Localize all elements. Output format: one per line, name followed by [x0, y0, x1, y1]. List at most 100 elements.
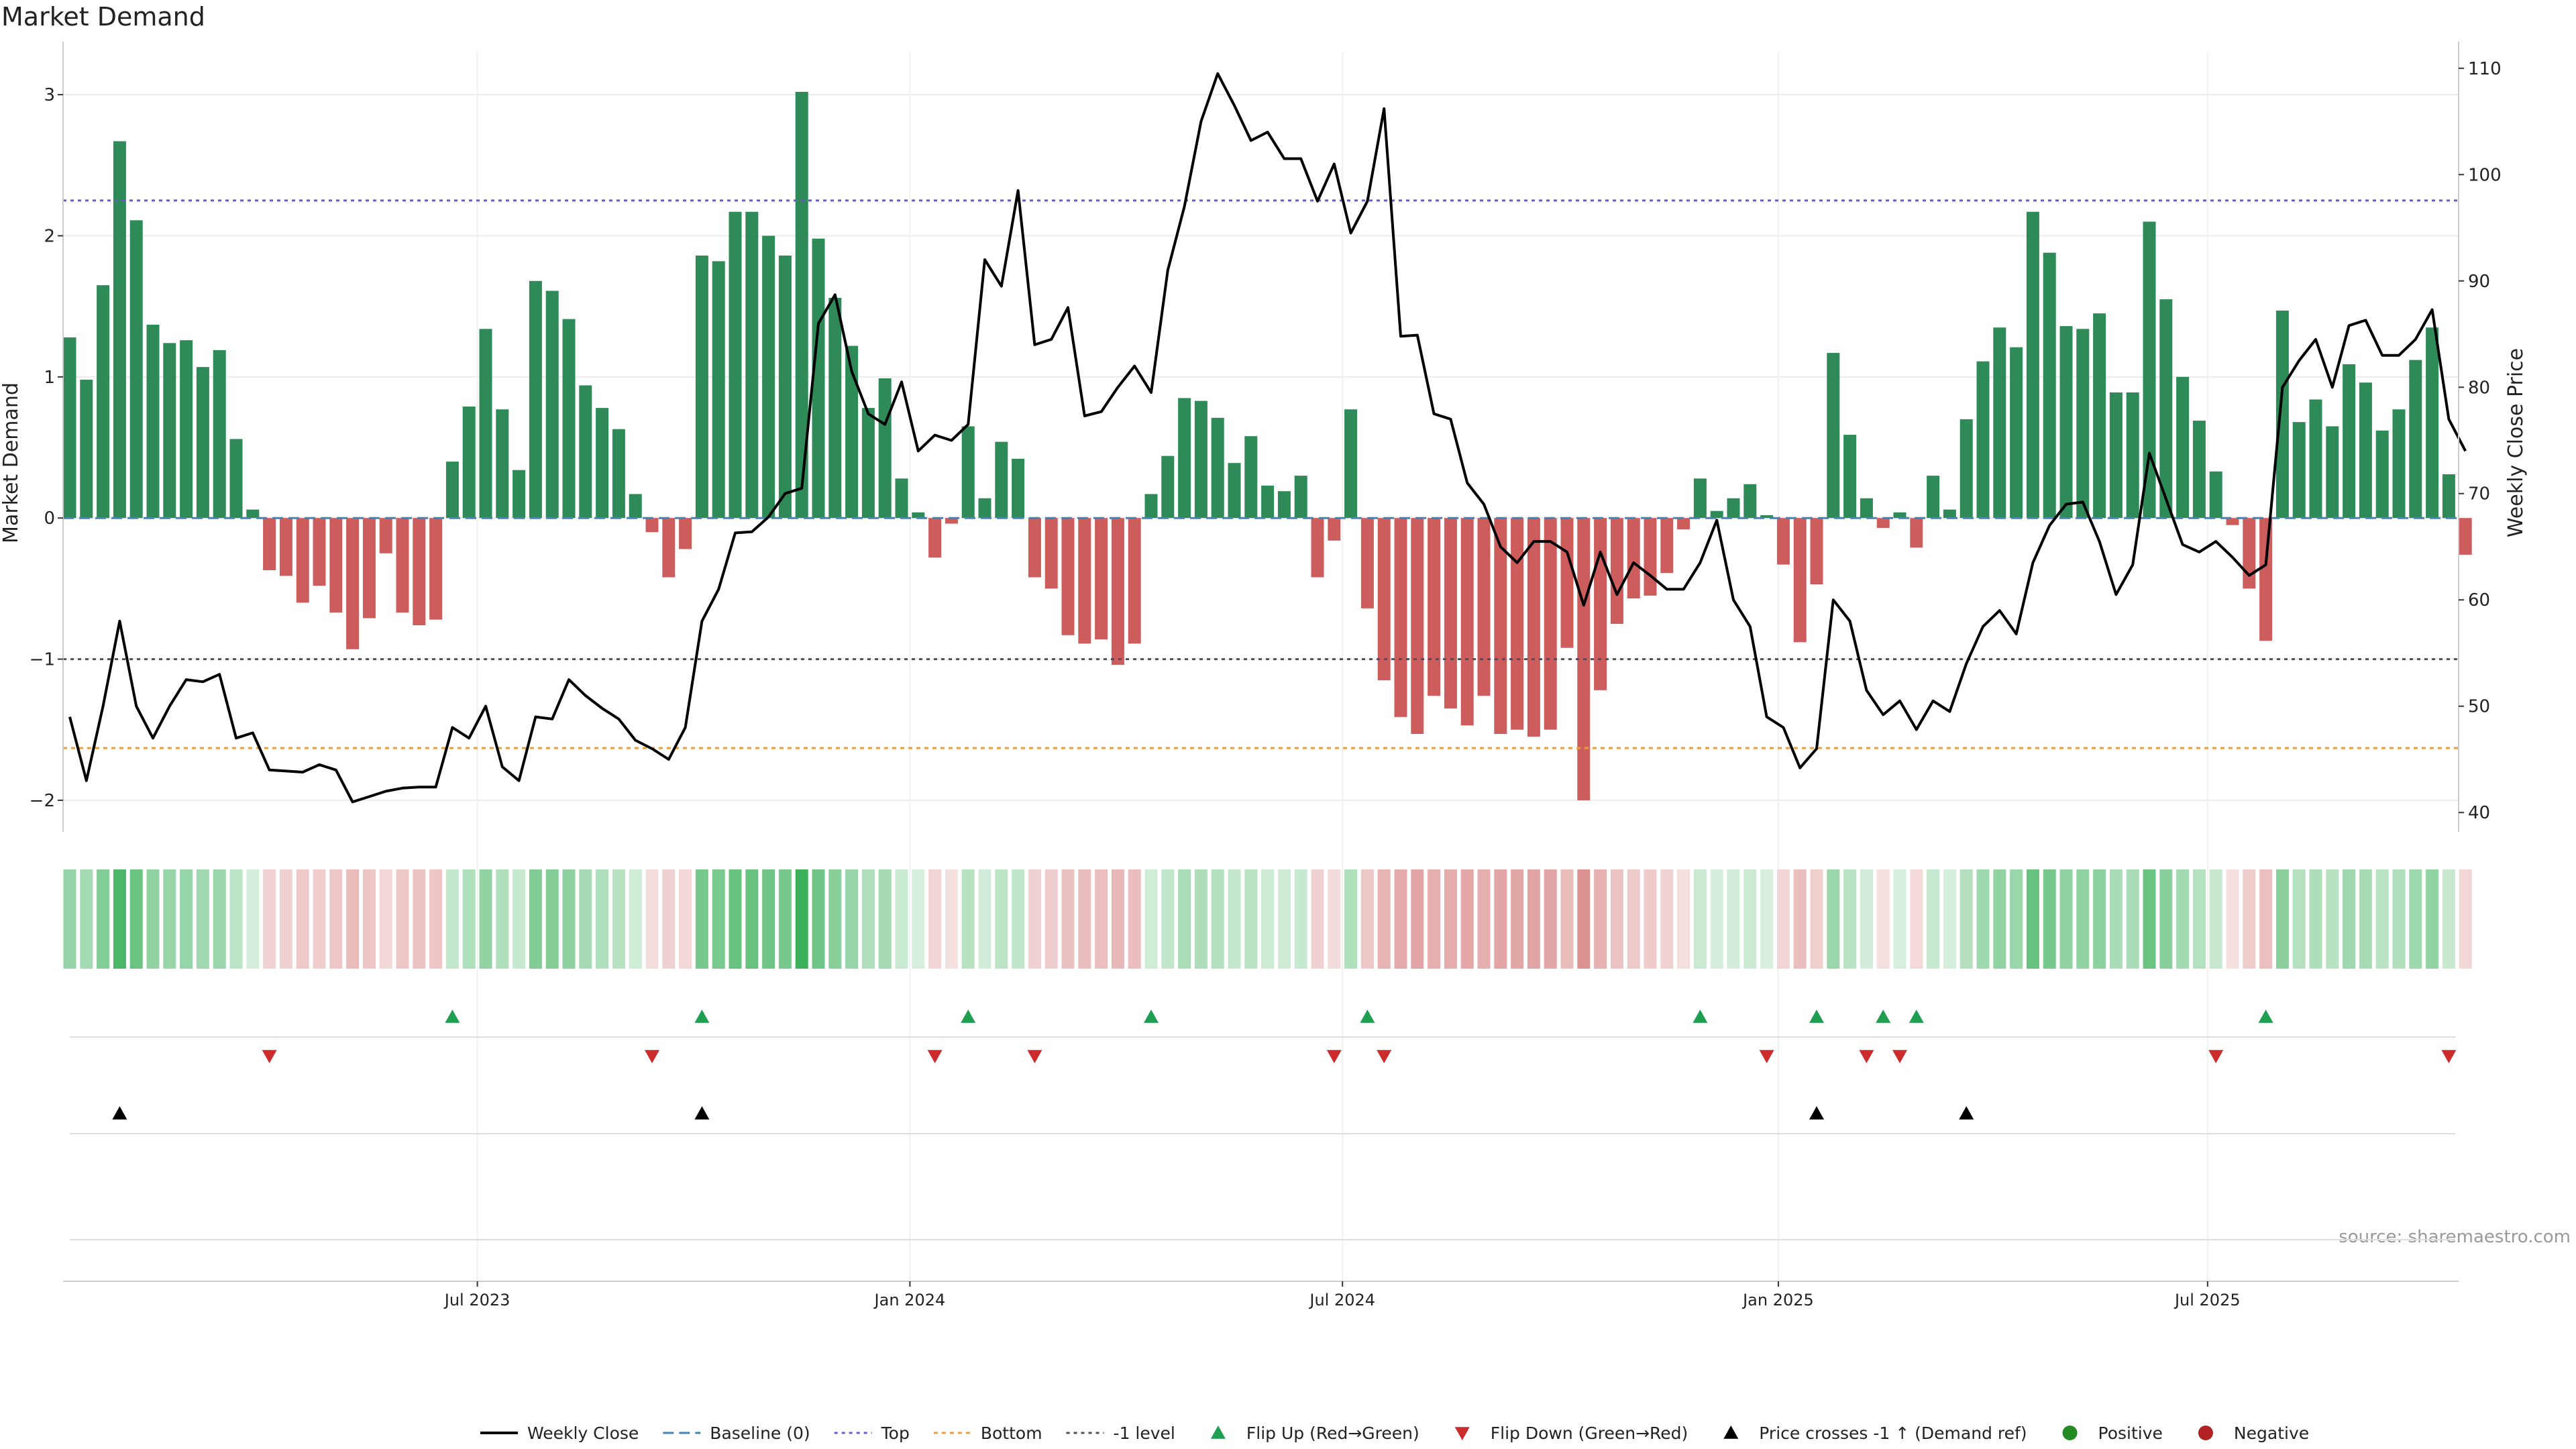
demand-bar [1144, 494, 1158, 519]
heat-cell [2093, 869, 2106, 969]
heat-cell [263, 869, 276, 969]
demand-bar [1644, 518, 1657, 596]
heat-cell [1428, 869, 1441, 969]
demand-bar [579, 385, 592, 519]
heat-cell [612, 869, 625, 969]
heat-cell [2192, 869, 2206, 969]
heat-cell [1793, 869, 1807, 969]
demand-bar [2093, 313, 2106, 519]
demand-bar [1876, 518, 1890, 528]
heat-cell [1627, 869, 1640, 969]
demand-bar [1294, 476, 1307, 519]
heat-cell [2292, 869, 2306, 969]
heat-cell [2426, 869, 2439, 969]
flip-down-marker [927, 1050, 943, 1063]
demand-bar [2309, 399, 2322, 519]
demand-bar [645, 518, 659, 533]
weekly-close-line [68, 72, 2467, 804]
y-tick-label: −1 [30, 650, 55, 670]
demand-bar [562, 319, 576, 519]
y-tick-label: −2 [30, 791, 55, 811]
demand-bar [828, 298, 842, 519]
demand-bar [2159, 299, 2173, 519]
heat-cell [1693, 869, 1707, 969]
demand-bar [995, 441, 1008, 519]
demand-bar [762, 235, 775, 519]
demand-bar [1827, 353, 1840, 519]
demand-bar [1044, 518, 1058, 589]
price-cross-marker [694, 1106, 710, 1120]
demand-bar [2243, 518, 2256, 589]
heat-cell [1061, 869, 1075, 969]
demand-bar [113, 141, 126, 519]
heat-cell [1328, 869, 1341, 969]
y2-tick-label: 70 [2468, 484, 2490, 504]
price-cross-marker [1959, 1106, 1974, 1120]
price-cross-marker [1809, 1106, 1824, 1120]
heat-cell [2176, 869, 2190, 969]
heat-cell [379, 869, 392, 969]
demand-bar [1494, 518, 1507, 735]
heat-cell [2343, 869, 2356, 969]
demand-bar [812, 238, 825, 519]
y-tick-label: 3 [44, 85, 55, 105]
heat-cell [912, 869, 925, 969]
y2-tick-label: 80 [2468, 378, 2490, 398]
heat-cell [1394, 869, 1407, 969]
demand-bar [1710, 511, 1723, 519]
y-tick-label: 0 [44, 508, 55, 529]
demand-bar [1095, 518, 1108, 640]
demand-bar [1927, 476, 1940, 519]
flip-down-marker [1377, 1050, 1392, 1063]
source-note: source: sharemaestro.com [2339, 1227, 2571, 1247]
demand-bar [1793, 518, 1807, 643]
heat-cell [1560, 869, 1574, 969]
heat-cell [2375, 869, 2389, 969]
demand-bar [1627, 518, 1640, 599]
demand-bar [496, 409, 509, 519]
heat-cell [2109, 869, 2123, 969]
demand-bar [1660, 518, 1674, 574]
legend: Weekly Close Baseline (0) Top Bottom -1 leve… [480, 1424, 2309, 1443]
heat-cell [279, 869, 292, 969]
flip-up-marker [694, 1010, 710, 1023]
heat-cell [2359, 869, 2372, 969]
heat-cell [146, 869, 160, 969]
flip-down-marker [1027, 1050, 1042, 1063]
x-tick-label: Jan 2025 [1741, 1291, 1814, 1309]
heat-cell [1594, 869, 1607, 969]
heat-cell [1477, 869, 1491, 969]
demand-bar [878, 378, 892, 519]
demand-bar [612, 429, 625, 519]
heat-cell [695, 869, 708, 969]
heat-cell [1544, 869, 1557, 969]
heat-cell [313, 869, 326, 969]
demand-bar [1211, 417, 1224, 519]
demand-bar [1277, 491, 1291, 519]
demand-bar [2275, 310, 2289, 519]
demand-bar [2359, 382, 2372, 519]
demand-bar [413, 518, 426, 626]
y2-tick-label: 100 [2468, 165, 2502, 185]
demand-bar [396, 518, 409, 613]
demand-bar [1228, 463, 1241, 519]
heat-cell [1960, 869, 1973, 969]
legend-label: Flip Up (Red→Green) [1246, 1424, 1419, 1443]
x-tick-label: Jan 2024 [873, 1291, 946, 1309]
demand-bar [1244, 436, 1258, 519]
heat-cell [1976, 869, 1990, 969]
heat-cell [462, 869, 476, 969]
demand-bar [1776, 518, 1790, 565]
demand-bar [163, 343, 176, 519]
heat-cell [296, 869, 309, 969]
heat-cell [2459, 869, 2472, 969]
demand-bar [861, 408, 875, 519]
demand-bar [1743, 484, 1757, 519]
heat-cell [2409, 869, 2422, 969]
price-cross-marker [112, 1106, 127, 1120]
demand-bar [1544, 518, 1557, 730]
demand-bar [63, 337, 76, 519]
heat-cell [2126, 869, 2139, 969]
heat-cell [163, 869, 176, 969]
demand-bar [2076, 329, 2090, 519]
